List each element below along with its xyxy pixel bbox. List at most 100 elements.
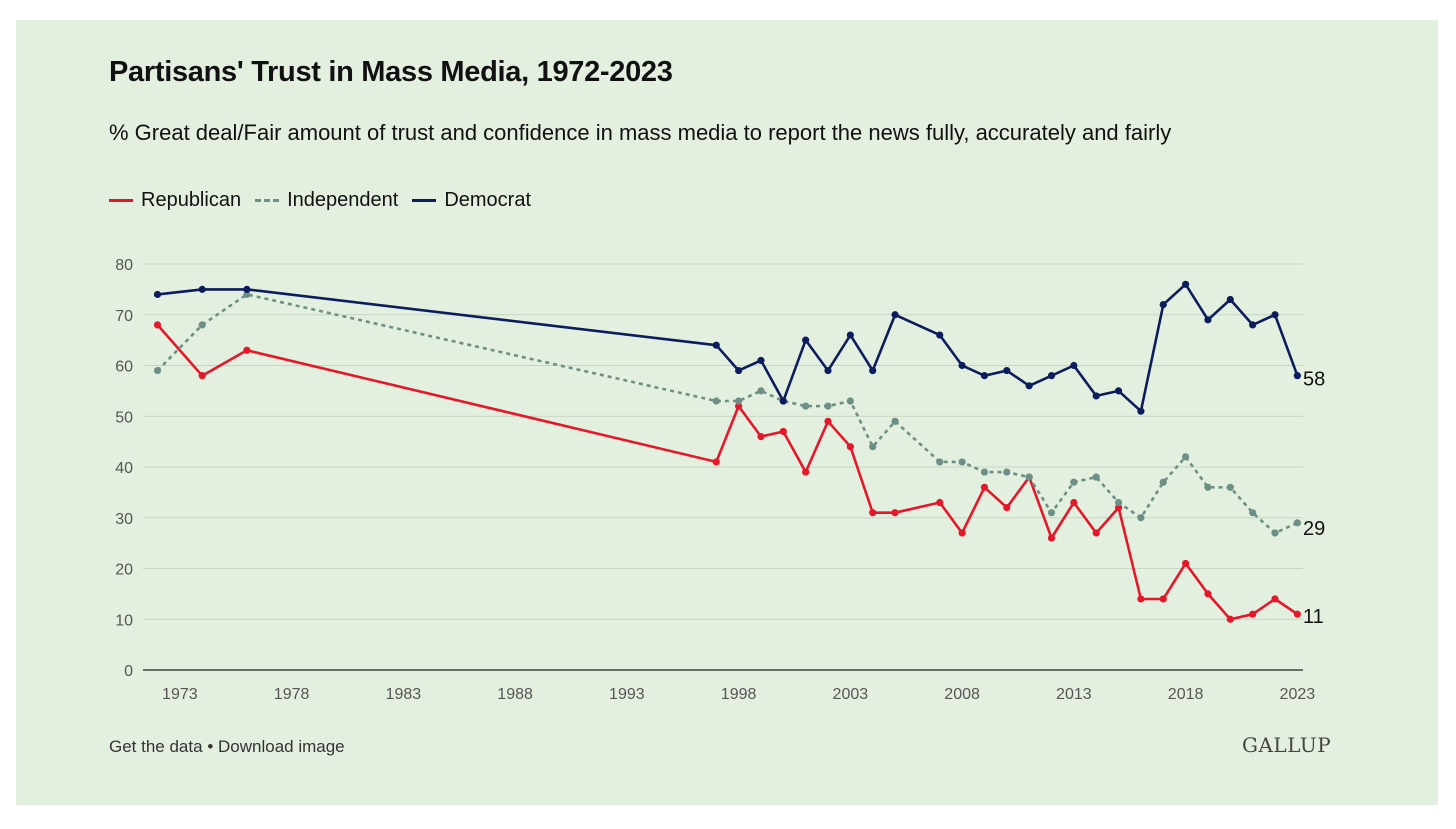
- y-tick-label: 20: [115, 562, 133, 579]
- end-label-republican: 11: [1303, 606, 1324, 628]
- data-point-republican: [757, 432, 765, 441]
- chart-title: Partisans' Trust in Mass Media, 1972-202…: [109, 56, 673, 88]
- chart-card: [16, 20, 1438, 805]
- data-point-republican: [735, 402, 743, 410]
- data-point-independent: [1182, 453, 1190, 461]
- data-point-independent: [1293, 519, 1301, 527]
- data-point-democrat: [1047, 372, 1056, 380]
- y-tick-label: 80: [115, 257, 133, 274]
- y-tick-label: 60: [115, 359, 133, 376]
- data-point-republican: [1293, 610, 1301, 618]
- data-point-independent: [1271, 529, 1279, 537]
- data-point-independent: [198, 321, 206, 329]
- download-image-link[interactable]: Download image: [218, 737, 345, 756]
- data-point-democrat: [869, 366, 877, 375]
- data-point-independent: [153, 366, 162, 375]
- legend-item-democrat: Democrat: [412, 189, 531, 212]
- data-point-democrat: [1092, 392, 1100, 400]
- data-point-republican: [153, 321, 162, 329]
- data-point-independent: [1070, 478, 1078, 486]
- legend-swatch-republican: [109, 199, 133, 202]
- get-data-link[interactable]: Get the data: [109, 737, 203, 756]
- series-line-independent: [156, 293, 1298, 535]
- data-point-democrat: [1159, 301, 1167, 309]
- data-point-independent: [1025, 473, 1033, 481]
- data-point-democrat: [1070, 361, 1078, 370]
- data-point-republican: [1271, 595, 1279, 603]
- data-point-democrat: [980, 372, 989, 380]
- data-point-republican: [1137, 595, 1145, 603]
- data-point-independent: [735, 397, 743, 405]
- data-point-democrat: [891, 311, 899, 319]
- data-point-republican: [802, 468, 810, 476]
- x-tick-label: 2008: [944, 686, 980, 703]
- data-point-democrat: [1114, 387, 1123, 395]
- data-point-republican: [198, 372, 206, 380]
- x-tick-label: 1993: [609, 686, 645, 703]
- legend-label-republican: Republican: [141, 189, 242, 211]
- data-point-democrat: [1003, 366, 1011, 375]
- data-point-democrat: [958, 361, 966, 370]
- data-point-republican: [1003, 504, 1011, 512]
- data-point-democrat: [846, 331, 854, 339]
- data-point-republican: [1226, 615, 1234, 623]
- data-point-independent: [869, 443, 877, 451]
- data-point-independent: [846, 397, 854, 405]
- data-point-democrat: [243, 285, 251, 293]
- data-point-democrat: [802, 336, 810, 344]
- data-point-democrat: [1226, 295, 1234, 304]
- data-point-democrat: [153, 290, 162, 299]
- legend-item-republican: Republican: [109, 189, 241, 212]
- data-point-democrat: [936, 331, 944, 339]
- data-point-democrat: [1204, 316, 1212, 324]
- legend: Republican Independent Democrat: [109, 189, 545, 212]
- data-point-independent: [1204, 483, 1212, 491]
- data-point-independent: [1137, 514, 1145, 522]
- end-label-democrat: 58: [1303, 369, 1325, 391]
- y-tick-label: 70: [115, 308, 133, 325]
- data-point-republican: [846, 443, 854, 451]
- x-tick-label: 2013: [1056, 686, 1092, 703]
- data-point-democrat: [757, 356, 765, 365]
- y-tick-label: 10: [115, 612, 133, 629]
- data-point-independent: [802, 402, 810, 410]
- x-tick-label: 1998: [721, 686, 757, 703]
- data-point-democrat: [1249, 321, 1257, 329]
- data-point-republican: [824, 417, 832, 425]
- y-tick-label: 0: [124, 663, 133, 680]
- data-point-independent: [824, 402, 832, 410]
- data-point-republican: [1182, 559, 1190, 568]
- data-point-democrat: [1271, 311, 1279, 319]
- legend-label-democrat: Democrat: [444, 189, 532, 211]
- y-tick-label: 40: [115, 460, 133, 477]
- data-point-independent: [980, 468, 989, 476]
- data-point-republican: [712, 458, 720, 466]
- data-point-democrat: [198, 285, 206, 293]
- footer-separator: •: [207, 737, 214, 756]
- y-tick-label: 30: [115, 511, 133, 528]
- end-label-independent: 29: [1303, 518, 1325, 540]
- data-point-republican: [1114, 504, 1123, 512]
- data-point-republican: [243, 346, 251, 354]
- legend-label-independent: Independent: [287, 189, 399, 211]
- data-point-independent: [1226, 483, 1234, 491]
- data-point-republican: [936, 498, 944, 507]
- data-point-independent: [958, 458, 966, 466]
- data-point-republican: [1204, 590, 1212, 598]
- legend-swatch-independent: [255, 199, 280, 202]
- data-point-republican: [1092, 529, 1100, 537]
- data-point-republican: [1249, 610, 1257, 618]
- data-point-independent: [712, 397, 720, 405]
- data-point-democrat: [735, 366, 743, 375]
- chart-subtitle: % Great deal/Fair amount of trust and co…: [109, 120, 1172, 145]
- data-point-republican: [779, 427, 787, 436]
- x-tick-label: 2003: [833, 686, 869, 703]
- data-point-independent: [1159, 478, 1167, 486]
- data-point-republican: [891, 509, 899, 517]
- data-point-independent: [891, 417, 899, 425]
- data-point-democrat: [824, 366, 832, 375]
- gallup-logo: GALLUP: [1242, 733, 1332, 757]
- x-tick-label: 2018: [1168, 686, 1204, 703]
- data-point-republican: [1070, 498, 1078, 507]
